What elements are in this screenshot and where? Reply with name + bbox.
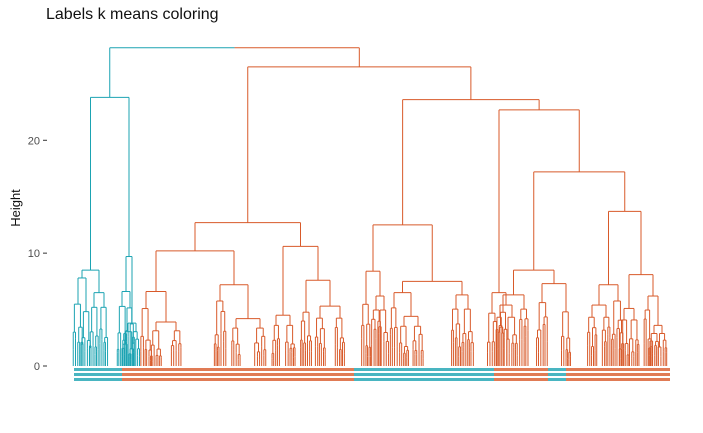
leaf-label-band [354,373,378,376]
leaf-label-band [354,378,378,381]
dendrogram-subtrees [72,300,668,366]
chart-title: Labels k means coloring [46,6,219,23]
leaf-label-band [566,373,670,376]
y-axis: 0 10 20 [28,135,47,373]
leaf-labels [74,368,670,381]
leaf-label-band [548,373,566,376]
leaf-label-band [494,378,548,381]
leaf-label-band [566,368,670,371]
dendrogram-branches [77,47,663,334]
leaf-label-band [566,378,670,381]
leaf-label-band [74,368,122,371]
leaf-label-band [74,373,122,376]
leaf-label-band [354,368,378,371]
leaf-label-band [122,373,354,376]
y-tick-label: 10 [28,248,40,260]
leaf-label-band [378,378,494,381]
leaf-label-band [378,368,494,371]
leaf-label-band [548,368,566,371]
leaf-label-band [122,368,354,371]
leaf-label-band [548,378,566,381]
leaf-label-band [378,373,494,376]
leaf-label-band [494,373,548,376]
y-axis-title: Height [8,189,23,227]
y-tick-label: 0 [34,361,40,373]
leaf-label-band [74,378,122,381]
y-tick-label: 20 [28,135,40,147]
leaf-label-band [122,378,354,381]
leaf-label-band [494,368,548,371]
